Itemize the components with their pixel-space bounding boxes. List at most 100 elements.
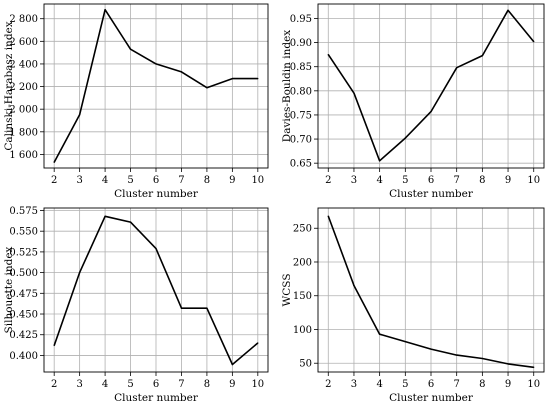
- x-tick-label: 2: [51, 379, 57, 390]
- data-point: [53, 344, 55, 347]
- y-tick-label: 2 200: [9, 82, 38, 93]
- y-axis-label: Davies-Bouldin index: [281, 30, 293, 143]
- data-point: [129, 221, 132, 223]
- x-tick-label: 5: [402, 175, 408, 186]
- data-point: [206, 87, 208, 89]
- data-point: [104, 9, 106, 11]
- y-tick-label: 2 600: [9, 37, 38, 48]
- y-tick-label: 0.500: [9, 268, 38, 279]
- y-axis-label: Calinski-Harabasz index: [3, 21, 15, 150]
- x-tick-label: 2: [325, 175, 331, 186]
- data-point: [206, 307, 208, 309]
- data-point: [507, 9, 509, 11]
- x-tick-label: 4: [102, 175, 108, 186]
- x-axis-label: Cluster number: [114, 188, 199, 200]
- data-point: [79, 114, 81, 116]
- data-point: [404, 137, 406, 139]
- data-point: [155, 63, 157, 65]
- x-tick-label: 7: [453, 379, 459, 390]
- x-tick-label: 6: [428, 379, 434, 390]
- data-point: [155, 247, 157, 250]
- data-point: [353, 285, 355, 287]
- data-point: [533, 366, 535, 368]
- x-tick-label: 7: [178, 379, 184, 390]
- data-point: [53, 161, 55, 163]
- x-tick-label: 9: [229, 175, 235, 186]
- data-point: [379, 333, 381, 335]
- chart-panel-4: 2 3 4 5 6 7 8 9 10 50 100 150 200 250 Cluster number WC…: [281, 207, 545, 404]
- x-tick-label: 6: [428, 175, 434, 186]
- y-tick-label: 0.75: [290, 110, 312, 121]
- data-point: [456, 67, 458, 69]
- data-point: [404, 341, 406, 343]
- y-tick-label: 100: [293, 325, 312, 336]
- y-tick-label: 0.425: [9, 330, 38, 341]
- data-point: [430, 110, 432, 113]
- x-tick-label: 3: [351, 379, 357, 390]
- data-point: [257, 78, 259, 80]
- x-tick-label: 5: [127, 379, 133, 390]
- y-tick-label: 0.65: [290, 159, 312, 170]
- data-point: [481, 357, 483, 360]
- x-tick-label: 8: [479, 175, 485, 186]
- data-point: [129, 48, 132, 50]
- data-point: [430, 348, 432, 350]
- x-tick-label: 9: [229, 379, 235, 390]
- x-tick-label: 10: [251, 379, 264, 390]
- data-point: [481, 55, 483, 57]
- data-point: [507, 363, 509, 365]
- x-tick-label: 8: [479, 379, 485, 390]
- y-tick-label: 0.550: [9, 227, 38, 238]
- data-point: [327, 215, 329, 217]
- x-tick-label: 6: [153, 175, 159, 186]
- x-axis-label: Cluster number: [389, 392, 474, 404]
- chart-panel-3: 2 3 4 5 6 7 8 9 10 0.400 0.425 0.450 0.475 0.500 0.525…: [3, 206, 269, 404]
- data-point: [379, 160, 381, 162]
- x-tick-label: 5: [402, 379, 408, 390]
- data-point: [257, 342, 259, 344]
- y-tick-label: 200: [293, 257, 312, 268]
- x-tick-label: 2: [51, 175, 57, 186]
- x-tick-label: 3: [351, 175, 357, 186]
- y-tick-label: 0.95: [290, 14, 312, 25]
- data-point: [231, 363, 233, 366]
- data-point: [180, 307, 183, 309]
- x-tick-label: 10: [251, 175, 264, 186]
- data-point: [180, 71, 183, 73]
- x-tick-label: 4: [376, 175, 382, 186]
- data-point: [456, 354, 458, 356]
- x-tick-label: 8: [204, 379, 210, 390]
- x-axis-label: Cluster number: [389, 188, 474, 200]
- data-point: [327, 54, 329, 56]
- y-tick-label: 2 400: [9, 59, 38, 70]
- y-tick-label: 1 800: [9, 127, 38, 138]
- data-point: [79, 272, 81, 274]
- x-tick-label: 7: [178, 175, 184, 186]
- y-tick-label: 250: [293, 224, 312, 235]
- x-tick-label: 9: [505, 175, 511, 186]
- x-tick-label: 7: [453, 175, 459, 186]
- y-tick-label: 2 000: [9, 105, 38, 116]
- y-tick-label: 0.525: [9, 247, 38, 258]
- x-tick-label: 4: [376, 379, 382, 390]
- x-tick-label: 8: [204, 175, 210, 186]
- y-tick-label: 50: [299, 359, 312, 370]
- x-tick-label: 10: [527, 175, 540, 186]
- y-tick-label: 0.475: [9, 289, 38, 300]
- y-tick-label: 150: [293, 291, 312, 302]
- data-point: [104, 215, 106, 217]
- y-tick-label: 0.400: [9, 351, 38, 362]
- y-tick-label: 0.70: [290, 135, 312, 146]
- data-point: [231, 78, 233, 80]
- y-axis-label: Silhouette index: [3, 246, 15, 333]
- data-point: [353, 92, 355, 94]
- chart-panel-1: 2 3 4 5 6 7 8 9 10 1 600 1 800 2 000 2 200 2 400 2 600…: [3, 3, 269, 200]
- x-tick-label: 10: [527, 379, 540, 390]
- y-tick-label: 0.450: [9, 310, 38, 321]
- y-tick-label: 0.85: [290, 62, 312, 73]
- y-tick-label: 2 800: [9, 14, 38, 25]
- y-tick-label: 0.80: [290, 86, 312, 97]
- chart-panel-2: 2 3 4 5 6 7 8 9 10 0.65 0.70 0.75 0.80 0.85 0.90 0.95 Cl…: [281, 3, 545, 200]
- y-tick-label: 0.90: [290, 38, 312, 49]
